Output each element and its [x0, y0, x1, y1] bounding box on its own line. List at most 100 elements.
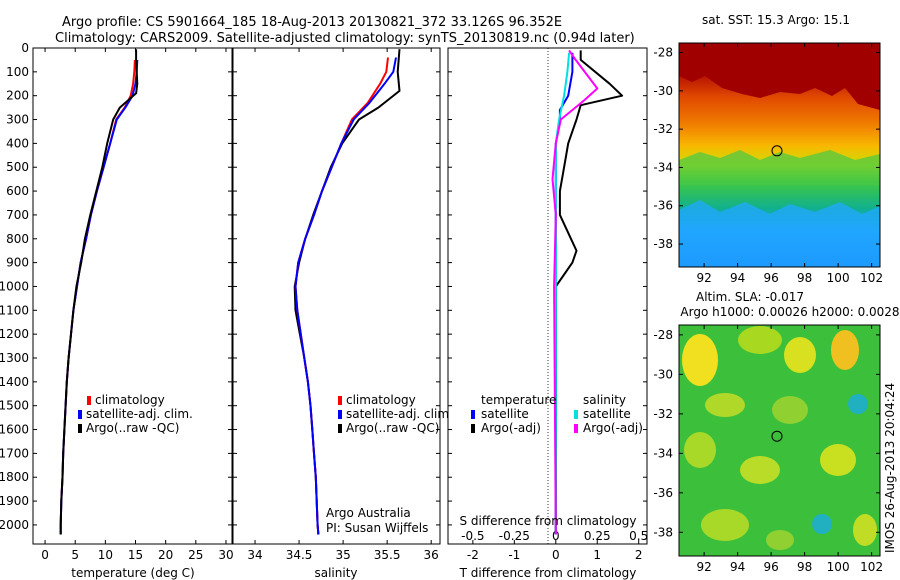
y-tick-label: 300 [6, 113, 29, 127]
x-tick-label: 98 [797, 560, 812, 574]
legend-swatch-climatology [338, 396, 342, 405]
legend-label-s-argo: Argo(-adj) [583, 421, 643, 435]
x-tick-label: 15 [128, 548, 143, 562]
x2-tick-label: 0 [552, 529, 560, 543]
y-tick-label: -30 [653, 84, 673, 98]
y-tick-label: 1000 [0, 279, 29, 293]
x-tick-label: 100 [827, 560, 850, 574]
sla-map-frame [678, 324, 881, 557]
x-tick-label: 35.5 [374, 548, 401, 562]
y-tick-label: 1900 [0, 494, 29, 508]
y-tick-label: 600 [6, 184, 29, 198]
legend-label-satellite: satellite-adj. clim. [86, 407, 193, 421]
legend-swatch-t-satellite [471, 410, 475, 419]
temperature-lines [59, 49, 139, 535]
series-line [59, 49, 139, 535]
sla-map-panel: Altim. SLA: -0.017 Argo h1000: 0.00026 h… [653, 290, 899, 574]
header-line2: Climatology: CARS2009. Satellite-adjuste… [55, 31, 635, 46]
salinity-y-ticks [233, 47, 440, 526]
y-tick-label: -28 [653, 328, 673, 342]
difference-y-ticks [448, 47, 647, 526]
x-tick-label: 20 [158, 548, 173, 562]
x-tick-label: 10 [98, 548, 113, 562]
legend-label-t-satellite: satellite [481, 407, 529, 421]
y-tick-label: -38 [653, 525, 673, 539]
y-tick-label: -36 [653, 486, 673, 500]
x-tick-label: 2 [635, 548, 643, 562]
x-tick-label: 102 [860, 560, 883, 574]
header-line1: Argo profile: CS 5901664_185 18-Aug-2013… [62, 15, 562, 30]
legend-swatch-s-satellite [574, 410, 578, 419]
y-tick-label: 1600 [0, 423, 29, 437]
x-tick-label: 96 [763, 271, 778, 285]
x-tick-label: 0 [41, 548, 49, 562]
temperature-y-ticks: 0 100 200 300 400 500 600 700 800 900 1000 1100 1200… [0, 41, 232, 532]
difference-legend: temperature satellite Argo(-adj) salinit… [471, 393, 643, 435]
y-tick-label: -30 [653, 367, 673, 381]
legend-swatch-satellite [78, 410, 82, 419]
y-tick-label: 1700 [0, 446, 29, 460]
y-tick-label: -28 [653, 46, 673, 60]
sla-map-y-ticks: -38 -36 -34 -32 -30 -28 [653, 328, 880, 539]
y-tick-label: -34 [653, 446, 673, 460]
y-tick-label: 200 [6, 89, 29, 103]
y-tick-label: 1100 [0, 303, 29, 317]
temperature-x-ticks: 0 5 10 15 20 25 30 [41, 48, 234, 562]
x-tick-label: 25 [188, 548, 203, 562]
salinity-lines [293, 49, 401, 535]
x-tick-label: 0 [552, 548, 560, 562]
x-tick-label: 102 [860, 271, 883, 285]
x2-tick-label: 0.5 [629, 529, 648, 543]
legend-salinity-title: salinity [583, 393, 626, 407]
legend-label-t-argo: Argo(-adj) [481, 421, 541, 435]
argo-location-marker [771, 145, 783, 157]
legend-label-argo: Argo(..raw -QC) [86, 421, 179, 435]
y-tick-label: -32 [653, 122, 673, 136]
difference-panel: -2 -1 0 1 2 -0.5 -0.25 0 0.25 0.5 S difference f… [447, 47, 648, 580]
salinity-legend: climatology satellite-adj. clim. Argo(..… [338, 393, 453, 435]
legend-swatch-s-argo [574, 424, 578, 433]
legend-swatch-satellite [338, 410, 342, 419]
x-tick-label: 100 [827, 271, 850, 285]
difference-x-ticks: -2 -1 0 1 2 [467, 540, 643, 562]
salinity-axes-frame [232, 47, 441, 545]
y-tick-label: 2000 [0, 518, 29, 532]
imos-timestamp-label: IMOS 26-Aug-2013 20:04:24 [883, 383, 897, 553]
x-tick-label: 1 [593, 548, 601, 562]
legend-label-climatology: climatology [95, 393, 165, 407]
x-tick-label: 36 [424, 548, 439, 562]
salinity-x-label: salinity [314, 566, 357, 580]
legend-temperature-title: temperature [481, 393, 556, 407]
y-tick-label: 400 [6, 136, 29, 150]
y-tick-label: 900 [6, 256, 29, 270]
legend-label-satellite: satellite-adj. clim. [346, 407, 453, 421]
x-tick-label: 96 [763, 560, 778, 574]
temperature-panel: 0100200300400500600700800900100011001200… [0, 41, 234, 580]
x-tick-label: 94 [730, 560, 745, 574]
salinity-panel: 34 34.5 35 35.5 36 salinity climatology sate… [232, 47, 453, 580]
y-tick-label: 1200 [0, 327, 29, 341]
sst-map-title: sat. SST: 15.3 Argo: 15.1 [702, 13, 850, 27]
legend-label-climatology: climatology [346, 393, 416, 407]
difference-axes-frame [447, 47, 648, 545]
series-line [294, 57, 397, 535]
argo-location-marker [771, 430, 783, 442]
y-tick-label: 500 [6, 160, 29, 174]
y-tick-label: 1800 [0, 470, 29, 484]
sla-map-title-line2: Argo h1000: 0.00026 h2000: 0.0028 [680, 305, 899, 319]
x-tick-label: 34 [247, 548, 262, 562]
x-tick-label: 98 [797, 271, 812, 285]
difference-x2-label: S difference from climatology [460, 514, 637, 528]
y-tick-label: 1300 [0, 351, 29, 365]
temperature-legend: climatology satellite-adj. clim. Argo(..… [78, 393, 193, 435]
y-tick-label: -36 [653, 199, 673, 213]
series-line [551, 49, 599, 535]
x-tick-label: -2 [467, 548, 479, 562]
credit-line1: Argo Australia [326, 506, 411, 520]
sla-map-title-line1: Altim. SLA: -0.017 [696, 290, 804, 304]
legend-label-s-satellite: satellite [583, 407, 631, 421]
y-tick-label: 1500 [0, 399, 29, 413]
x-tick-label: 94 [730, 271, 745, 285]
temperature-x-label: temperature (deg C) [71, 566, 194, 580]
y-tick-label: 1400 [0, 375, 29, 389]
